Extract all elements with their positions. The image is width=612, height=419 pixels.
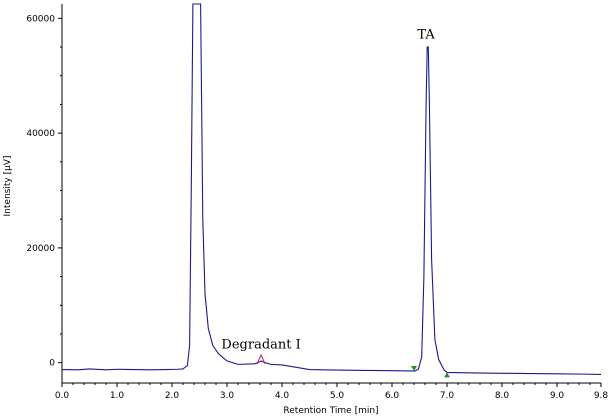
x-tick-label: 9.8 [594,391,609,401]
x-tick-label: 0.0 [55,391,70,401]
peak-start-marker [411,365,417,371]
y-tick-label: 20000 [26,244,55,254]
trace-layer [61,3,602,375]
axes: 0.0 1.0 2.0 3.0 4.0 5.0 6.0 7.0 8.0 9.0 9.8 0 20000 4… [26,4,608,401]
peak-annotation: TA [417,27,435,42]
marker-layer [256,353,450,378]
x-tick-label: 5.0 [330,391,345,401]
peak-annotation: Degradant I [221,337,300,352]
x-tick-label: 8.0 [495,391,510,401]
x-tick-label: 7.0 [440,391,455,401]
x-tick-label: 2.0 [165,391,180,401]
y-tick-label: 60000 [26,14,55,24]
y-tick-label: 0 [49,359,55,369]
peak-end-marker [444,372,450,378]
x-tick-label: 9.0 [550,391,565,401]
annotation-layer: TA Degradant I [221,27,435,352]
y-tick-label: 40000 [26,129,55,139]
degradant-peak-marker [256,353,266,365]
chromatogram-trace [61,3,602,375]
x-axis-title: Retention Time [min] [283,406,378,416]
y-axis-title: Intensity [µV] [3,156,13,217]
x-tick-label: 4.0 [275,391,290,401]
x-tick-label: 1.0 [110,391,125,401]
x-tick-label: 3.0 [220,391,235,401]
x-tick-label: 6.0 [385,391,400,401]
